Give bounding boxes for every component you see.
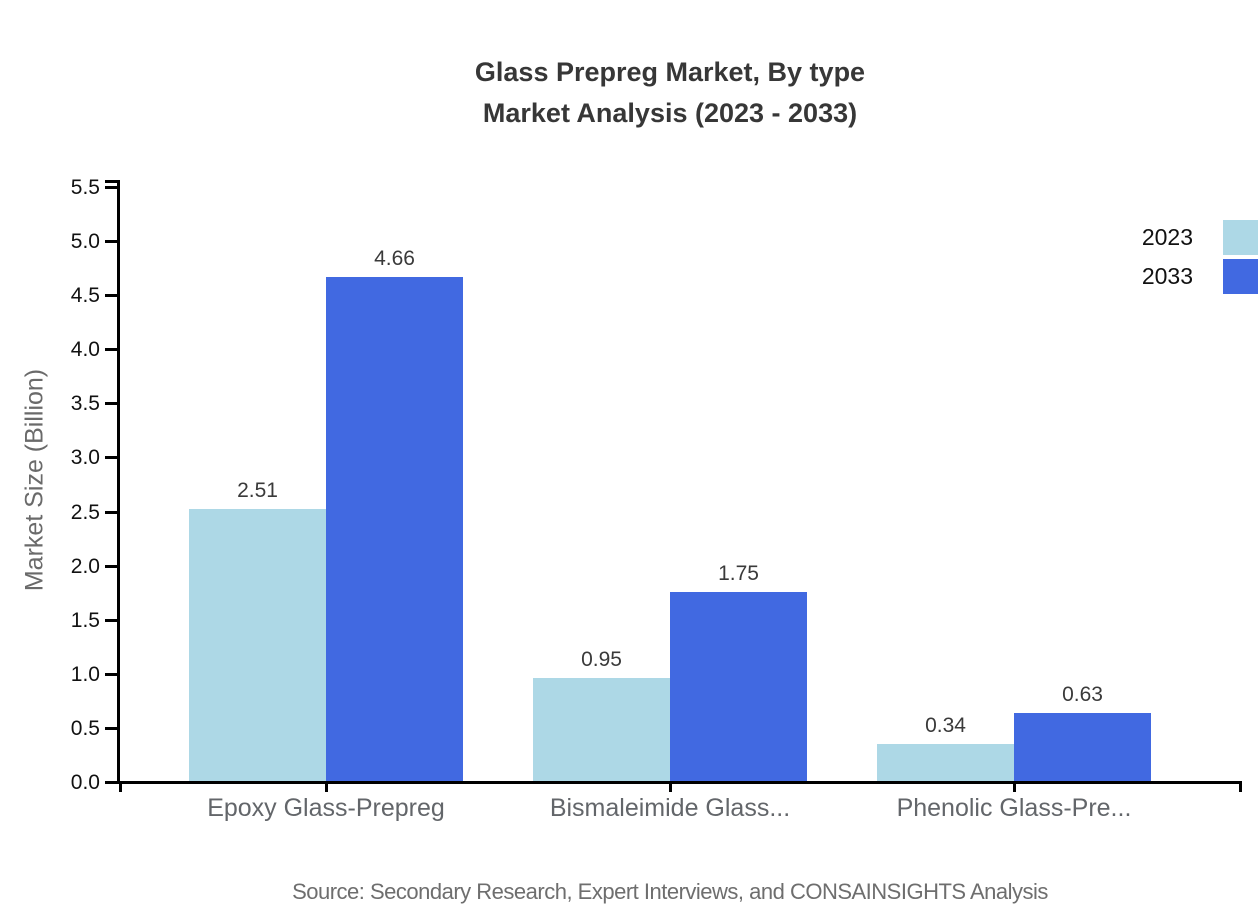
y-axis-line [117, 180, 120, 784]
x-category-label: Bismaleimide Glass... [549, 794, 791, 822]
legend-swatch-2023 [1223, 220, 1258, 255]
y-tick-label: 1.0 [70, 662, 100, 686]
x-category-label: Epoxy Glass-Prepreg [207, 794, 445, 822]
bar-2033 [1014, 712, 1151, 781]
legend-label-2033: 2033 [1141, 263, 1193, 289]
chart-title: Glass Prepreg Market, By type Market Ana… [80, 52, 1260, 134]
bar-2033 [326, 276, 463, 781]
bar-2033 [670, 591, 807, 781]
y-tick-label: 2.5 [70, 500, 100, 524]
y-tick-label: 1.5 [70, 608, 100, 632]
y-tick [105, 510, 117, 514]
y-tick-label: 3.0 [70, 446, 100, 470]
x-tick [669, 781, 672, 792]
y-tick [105, 294, 117, 298]
y-tick-label: 2.0 [70, 554, 100, 578]
y-tick-label: 0.0 [70, 771, 100, 794]
y-tick [105, 348, 117, 352]
legend-item-2023: 2023 [1142, 220, 1258, 255]
source-note: Source: Secondary Research, Expert Inter… [292, 879, 1048, 904]
bar-2023 [877, 744, 1014, 781]
y-tick [105, 618, 117, 622]
y-tick-label: 4.5 [70, 284, 100, 308]
legend-label-2023: 2023 [1141, 224, 1193, 250]
y-tick [105, 781, 117, 784]
y-tick-label: 3.5 [70, 392, 100, 416]
y-tick-label: 5.0 [70, 230, 100, 254]
x-tick [325, 781, 328, 792]
y-axis-endcap [105, 180, 117, 183]
y-tick [105, 564, 117, 568]
bar-2023 [533, 678, 670, 781]
legend-item-2033: 2033 [1142, 259, 1258, 294]
x-category-label: Phenolic Glass-Pre... [896, 794, 1132, 822]
y-tick-label: 0.5 [70, 716, 100, 740]
x-tick [119, 781, 122, 792]
y-tick [105, 186, 117, 189]
x-tick [1013, 781, 1016, 792]
bar-value-label: 0.95 [581, 648, 622, 672]
y-tick [105, 456, 117, 460]
legend-swatch-2033 [1223, 259, 1258, 294]
y-tick-label: 5.5 [70, 176, 100, 199]
chart-title-line2: Market Analysis (2023 - 2033) [482, 98, 858, 128]
y-tick [105, 726, 117, 730]
y-tick [105, 672, 117, 676]
y-tick [105, 240, 117, 244]
bar-2023 [189, 509, 326, 781]
bar-value-label: 0.34 [925, 714, 966, 738]
bar-value-label: 2.51 [237, 479, 278, 503]
bar-value-label: 0.63 [1062, 682, 1103, 706]
chart-title-line1: Glass Prepreg Market, By type [474, 57, 866, 87]
bar-value-label: 4.66 [374, 246, 415, 270]
bar-value-label: 1.75 [718, 561, 759, 585]
y-tick [105, 402, 117, 406]
x-axis-line [117, 781, 1242, 784]
x-tick [1239, 781, 1242, 792]
y-tick-label: 4.0 [70, 338, 100, 362]
